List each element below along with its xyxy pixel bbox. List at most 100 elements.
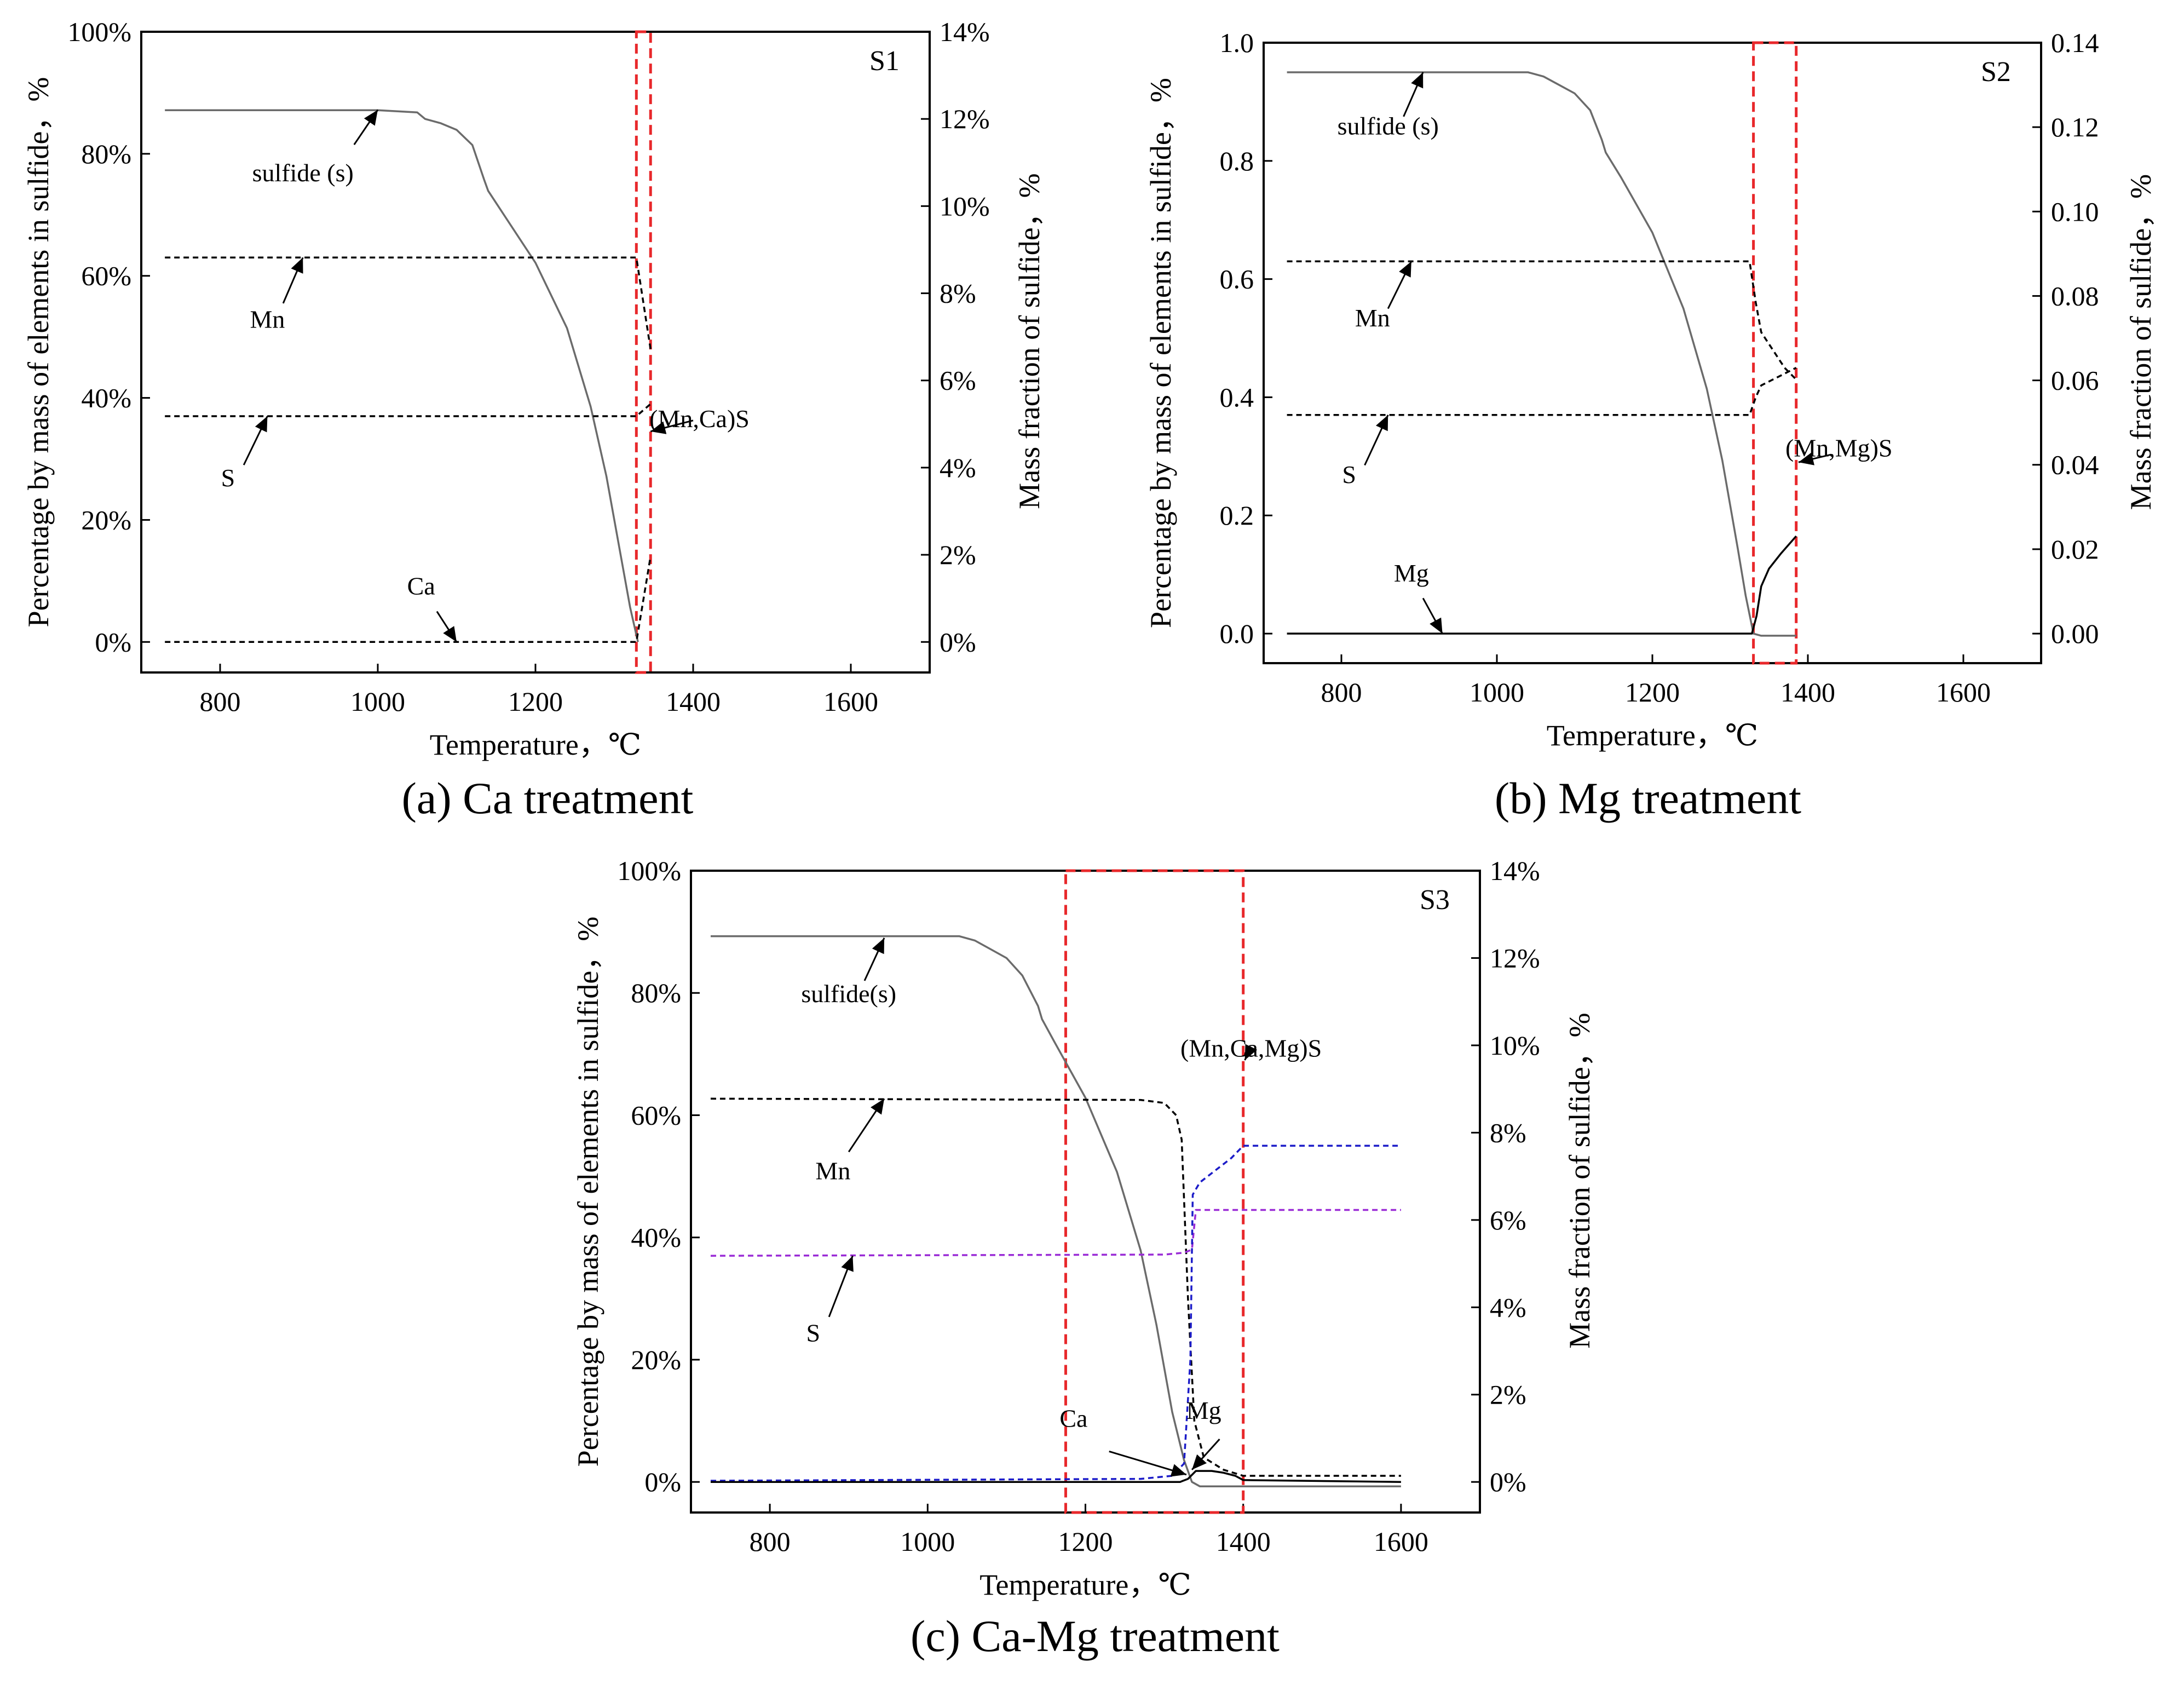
annotation-arrow xyxy=(1244,1044,1258,1061)
y-left-tick-label: 20% xyxy=(81,504,131,535)
y-right-tick-label: 0.04 xyxy=(2051,450,2099,480)
series-line-s xyxy=(165,403,652,417)
x-tick-label: 800 xyxy=(750,1526,791,1557)
y-right-tick-label: 6% xyxy=(940,365,976,396)
y-right-tick-label: 6% xyxy=(1490,1205,1526,1235)
y-left-tick-label: 40% xyxy=(81,383,131,413)
series-line-mg xyxy=(710,1145,1401,1482)
y-left-axis-label: Percentage by mass of elements in sulfid… xyxy=(22,77,55,628)
panel-tag: S1 xyxy=(869,45,900,77)
annotation-label: sulfide (s) xyxy=(252,159,354,187)
annotation-label: sulfide(s) xyxy=(801,980,896,1008)
y-left-tick-label: 60% xyxy=(631,1100,681,1130)
y-right-tick-label: 2% xyxy=(940,539,976,570)
annotation-arrow xyxy=(1798,452,1831,465)
caption-text: Mg treatment xyxy=(1547,773,1802,823)
panel-caption: (c) Ca-Mg treatment xyxy=(911,1611,1280,1661)
y-right-tick-label: 8% xyxy=(940,278,976,309)
series-line-s xyxy=(1287,366,1797,416)
annotation-arrow xyxy=(282,257,304,304)
series-line-mn xyxy=(165,256,652,349)
y-left-tick-label: 0% xyxy=(644,1467,681,1497)
x-tick-label: 800 xyxy=(200,686,241,717)
y-left-tick-label: 100% xyxy=(617,855,681,886)
annotation-label: sulfide (s) xyxy=(1338,112,1439,140)
panel-caption: (a) Ca treatment xyxy=(402,773,694,823)
y-right-tick-label: 8% xyxy=(1490,1117,1526,1148)
y-left-tick-label: 100% xyxy=(67,16,131,47)
y-right-tick-label: 12% xyxy=(1490,942,1540,973)
highlight-region xyxy=(635,30,652,674)
x-tick-label: 1000 xyxy=(900,1526,955,1557)
plot-frame xyxy=(140,31,931,674)
annotation-label: Mg xyxy=(1394,559,1429,587)
annotation-label: Mn xyxy=(1355,304,1390,332)
annotation-label: Ca xyxy=(407,572,435,600)
x-tick-label: 1000 xyxy=(350,686,405,717)
y-right-tick-label: 12% xyxy=(940,103,990,134)
annotation-label: (Mn,Ca)S xyxy=(649,405,750,433)
y-left-tick-label: 0.8 xyxy=(1220,146,1254,176)
y-right-tick-label: 10% xyxy=(940,191,990,221)
y-right-axis-label: Mass fraction of sulfide，% xyxy=(1563,1013,1596,1348)
highlight-region xyxy=(1064,869,1245,1514)
x-tick-label: 1400 xyxy=(1780,677,1835,708)
x-tick-label: 800 xyxy=(1321,677,1362,708)
series-line-sulfide-s xyxy=(711,935,1401,1487)
y-right-tick-label: 4% xyxy=(1490,1292,1526,1322)
annotation-label: S xyxy=(221,464,235,492)
chart-panel-b: 800 1000 1200 1400 1600 0.0 0.2 0.4 0.6 0.8 1.0 0.0… xyxy=(1144,27,2157,823)
x-tick-label: 1200 xyxy=(1058,1526,1113,1557)
series-line-sulfide-s xyxy=(1287,71,1796,637)
y-right-axis-label: Mass fraction of sulfide，% xyxy=(2124,174,2157,510)
x-axis-label: Temperature，℃ xyxy=(430,728,641,761)
annotation-arrow xyxy=(1364,415,1389,466)
x-tick-label: 1000 xyxy=(1470,677,1524,708)
series-line-mg xyxy=(1287,535,1797,635)
y-right-tick-label: 10% xyxy=(1490,1030,1540,1061)
highlight-region xyxy=(1752,41,1798,665)
panel-tag: S2 xyxy=(1981,56,2011,88)
y-right-tick-label: 0.06 xyxy=(2051,365,2099,396)
y-right-tick-label: 0.02 xyxy=(2051,534,2099,565)
y-left-tick-label: 0% xyxy=(95,626,131,657)
x-tick-label: 1600 xyxy=(1936,677,1991,708)
y-right-tick-label: 0% xyxy=(940,626,976,657)
y-left-tick-label: 20% xyxy=(631,1344,681,1375)
y-right-tick-label: 14% xyxy=(1490,855,1540,886)
panel-tag: S3 xyxy=(1420,884,1450,916)
y-right-axis-label: Mass fraction of sulfide，% xyxy=(1013,173,1046,509)
annotation-arrow xyxy=(1403,72,1424,117)
caption-text: Ca-Mg treatment xyxy=(960,1611,1280,1661)
annotation-arrow xyxy=(1191,1439,1220,1470)
y-left-tick-label: 0.4 xyxy=(1220,382,1254,412)
series-line-mn xyxy=(1287,260,1797,381)
annotation-arrow xyxy=(650,419,694,434)
annotation-arrow xyxy=(848,1098,885,1153)
x-tick-label: 1200 xyxy=(1625,677,1680,708)
annotation-label: Mn xyxy=(815,1157,850,1185)
annotation-label: (Mn,Mg)S xyxy=(1785,434,1893,462)
annotation-arrow xyxy=(1422,597,1443,634)
annotation-arrow xyxy=(353,109,379,145)
y-left-tick-label: 0.0 xyxy=(1220,618,1254,649)
chart-panel-a: 800 1000 1200 1400 1600 0% 20% 40% 60% 80% 100% 0% 2… xyxy=(22,16,1046,823)
caption-text: Ca treatment xyxy=(452,773,694,823)
annotation-label: S xyxy=(806,1319,821,1347)
x-tick-label: 1400 xyxy=(1216,1526,1271,1557)
annotation-label: Mg xyxy=(1186,1396,1221,1424)
y-right-tick-label: 0.00 xyxy=(2051,618,2099,649)
annotation-arrow xyxy=(1109,1450,1187,1477)
series-line-mn xyxy=(710,1097,1401,1477)
y-right-tick-label: 0% xyxy=(1490,1467,1526,1497)
annotation-arrow xyxy=(828,1255,854,1318)
annotation-arrow xyxy=(436,611,458,643)
y-right-tick-label: 0.08 xyxy=(2051,280,2099,311)
y-left-tick-label: 40% xyxy=(631,1222,681,1253)
y-left-tick-label: 80% xyxy=(81,139,131,169)
y-right-tick-label: 0.12 xyxy=(2051,112,2099,142)
y-left-axis-label: Percentage by mass of elements in sulfid… xyxy=(1144,78,1177,628)
caption-letter: (b) xyxy=(1495,773,1547,823)
y-right-tick-label: 4% xyxy=(940,452,976,483)
